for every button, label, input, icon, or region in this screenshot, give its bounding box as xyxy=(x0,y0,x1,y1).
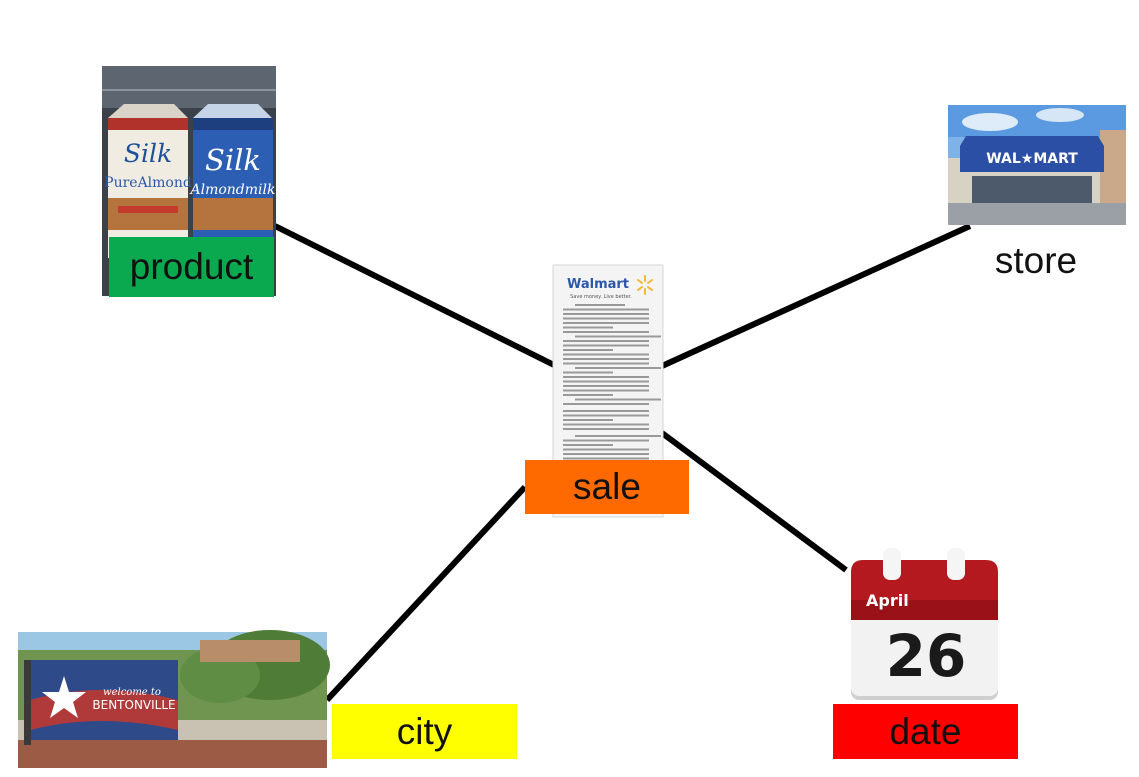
node-label-date: date xyxy=(833,704,1018,759)
receipt-line xyxy=(563,439,649,442)
receipt-line xyxy=(575,367,661,369)
receipt-item-lines xyxy=(563,304,661,460)
receipt-line xyxy=(563,414,649,417)
receipt-brand: Walmart xyxy=(567,277,629,292)
receipt-line xyxy=(563,394,613,396)
walmart-spark-icon xyxy=(637,275,653,295)
receipt-line xyxy=(563,385,649,387)
edge-sale-product xyxy=(273,223,558,369)
receipt-line xyxy=(563,403,649,405)
city-sign-name: BENTONVILLE xyxy=(92,698,175,712)
product-sub-1: PureAlmond xyxy=(104,175,192,191)
receipt-line xyxy=(563,380,649,383)
edge-sale-city xyxy=(324,484,528,703)
calendar-month: April xyxy=(866,591,909,610)
city-image: welcome to BENTONVILLE xyxy=(18,630,330,768)
store-sign-text: WAL★MART xyxy=(986,151,1078,167)
receipt-line xyxy=(563,349,613,351)
product-sub-2: Almondmilk xyxy=(189,182,276,198)
receipt-line xyxy=(563,448,649,451)
product-brand-2: Silk xyxy=(205,143,261,177)
receipt-line xyxy=(563,322,649,324)
receipt-line xyxy=(563,353,649,356)
receipt-line xyxy=(575,435,661,437)
node-label-store: store xyxy=(978,236,1094,286)
node-label-city: city xyxy=(332,704,517,759)
receipt-line xyxy=(563,371,613,374)
receipt-line xyxy=(563,457,649,460)
edge-sale-store xyxy=(660,223,972,369)
receipt-line xyxy=(575,335,661,338)
receipt-line xyxy=(563,444,613,446)
receipt-line xyxy=(563,376,649,378)
store-image: WAL★MART xyxy=(948,105,1126,225)
receipt-line xyxy=(563,344,649,347)
receipt-line xyxy=(563,317,649,320)
product-image: Silk PureAlmond Silk Almondmilk xyxy=(102,66,276,296)
receipt-tagline: Save money. Live better. xyxy=(570,294,632,300)
receipt-line xyxy=(563,331,649,333)
city-sign-welcome: welcome to xyxy=(103,687,161,698)
receipt-line xyxy=(563,308,649,311)
receipt-line xyxy=(563,410,649,412)
calendar-day: 26 xyxy=(886,622,967,690)
receipt-line xyxy=(563,428,649,430)
calendar-icon: April 26 xyxy=(851,548,998,700)
receipt-line xyxy=(563,453,649,455)
node-label-product: product xyxy=(109,237,274,297)
receipt-line xyxy=(563,419,613,421)
receipt-line xyxy=(563,326,613,329)
receipt-line xyxy=(563,340,649,342)
receipt-line xyxy=(575,398,661,401)
node-label-sale: sale xyxy=(525,460,689,514)
receipt-line xyxy=(563,389,649,392)
receipt-line xyxy=(563,423,649,426)
product-brand-1: Silk xyxy=(124,139,172,168)
receipt-line xyxy=(563,362,649,365)
receipt-line xyxy=(563,358,649,360)
receipt-line xyxy=(563,313,649,315)
edge-sale-date xyxy=(660,430,848,573)
receipt-line xyxy=(575,304,625,306)
